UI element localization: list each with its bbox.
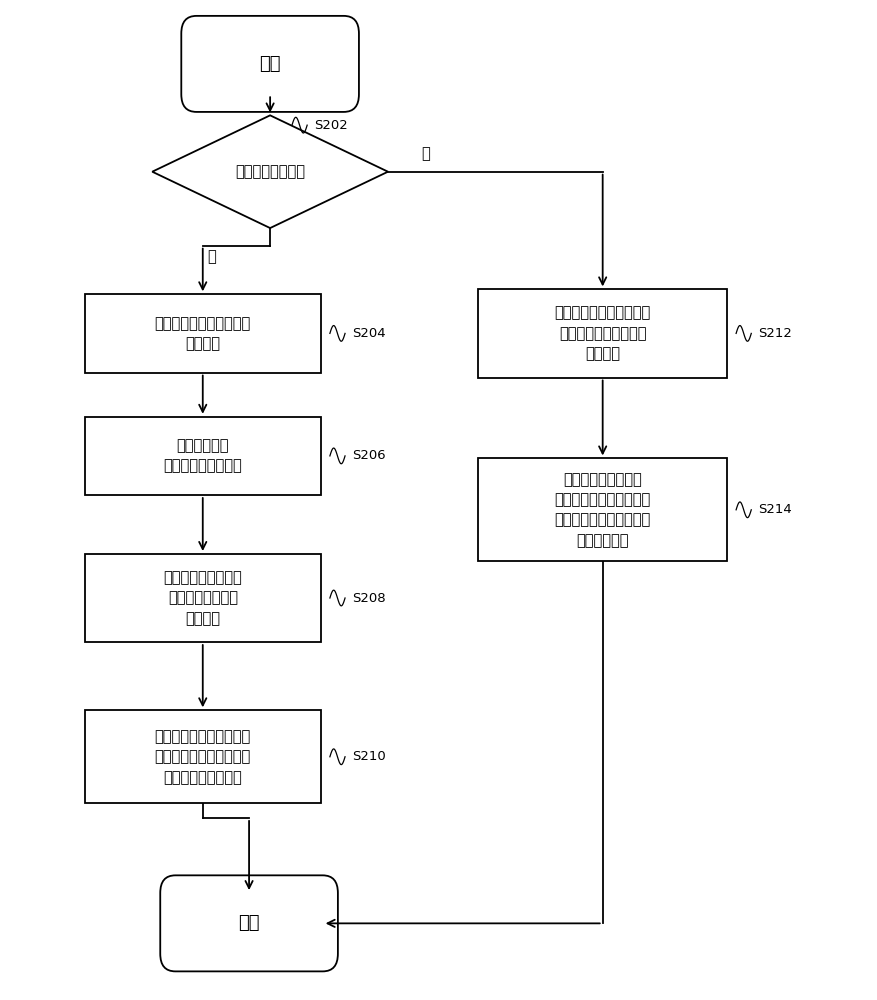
Bar xyxy=(85,554,321,642)
Text: 是否是同步网接口: 是否是同步网接口 xyxy=(235,164,305,179)
Text: 是: 是 xyxy=(207,250,216,265)
Text: S204: S204 xyxy=(352,327,385,340)
Bar xyxy=(85,710,321,803)
Text: S206: S206 xyxy=(352,449,385,462)
Text: S210: S210 xyxy=(352,750,386,763)
Text: S214: S214 xyxy=(758,503,792,516)
Bar xyxy=(479,458,727,561)
Text: 开始: 开始 xyxy=(260,55,281,73)
Text: 实现同步网各网元节点间
频率同步: 实现同步网各网元节点间 频率同步 xyxy=(154,316,251,351)
Polygon shape xyxy=(153,115,388,228)
Text: S202: S202 xyxy=(314,119,347,132)
Text: S212: S212 xyxy=(758,327,792,340)
FancyBboxPatch shape xyxy=(182,16,359,112)
FancyBboxPatch shape xyxy=(160,875,338,971)
Text: 启用时间传递
协议，实现相位同步: 启用时间传递 协议，实现相位同步 xyxy=(163,438,242,474)
Text: 网元节点时钟切换完成，
重新锁定以后，时间传递
解除保持，恢复传递: 网元节点时钟切换完成， 重新锁定以后，时间传递 解除保持，恢复传递 xyxy=(154,729,251,785)
Text: 当网元节点时钟发生
切换时，时间传递
进入保持: 当网元节点时钟发生 切换时，时间传递 进入保持 xyxy=(163,570,242,626)
Text: S208: S208 xyxy=(352,591,385,604)
Text: 否: 否 xyxy=(422,147,431,162)
Bar xyxy=(479,289,727,377)
Bar xyxy=(85,294,321,373)
Text: 结束: 结束 xyxy=(239,914,260,932)
Text: 非同步网部分接口部分，
根据对端时间协议信息
恢复时钟: 非同步网部分接口部分， 根据对端时间协议信息 恢复时钟 xyxy=(554,306,651,361)
Bar xyxy=(85,417,321,495)
Text: 根据恢复出时钟频率
与本节点频率关系，完成
本地时钟的校准和运行，
实现时间同步: 根据恢复出时钟频率 与本节点频率关系，完成 本地时钟的校准和运行， 实现时间同步 xyxy=(554,472,651,548)
